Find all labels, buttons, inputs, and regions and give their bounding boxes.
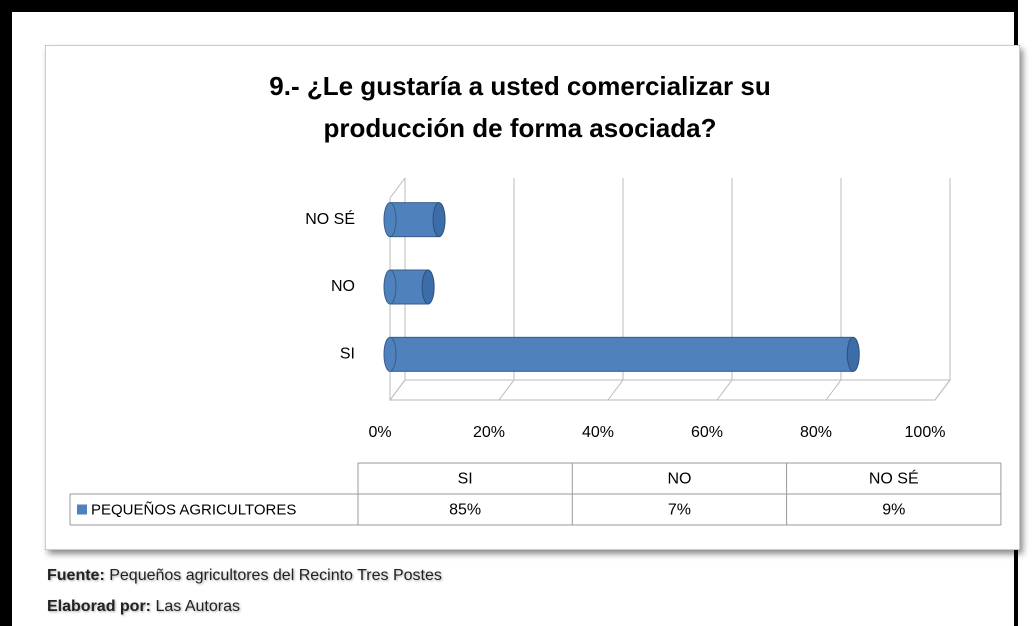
bar-cap <box>421 269 435 305</box>
table-value: 9% <box>882 502 905 519</box>
table-value: 7% <box>668 502 691 519</box>
bar-start <box>383 336 397 372</box>
legend-label: PEQUEÑOS AGRICULTORES <box>91 501 296 518</box>
grid-line <box>716 178 733 401</box>
author: Elaborad por: Las Autoras <box>47 598 240 616</box>
grid-line <box>607 178 624 401</box>
grid-line <box>825 178 842 401</box>
bar-cap <box>846 336 860 372</box>
source-text: Pequeños agricultores del Recinto Tres P… <box>109 567 442 584</box>
x-tick-label: 100% <box>905 424 946 441</box>
source-label: Fuente: <box>47 567 105 584</box>
author-text: Las Autoras <box>155 598 240 615</box>
y-tick-label: NO SÉ <box>305 209 355 228</box>
source: Fuente: Pequeños agricultores del Recint… <box>47 567 442 585</box>
y-tick-label: NO <box>331 278 355 295</box>
table-header: SI <box>458 471 473 488</box>
grid-line <box>498 178 515 401</box>
x-tick-label: 40% <box>582 424 614 441</box>
x-tick-label: 60% <box>691 424 723 441</box>
table-value: 85% <box>449 502 481 519</box>
table-header: NO SÉ <box>869 469 919 488</box>
x-tick-label: 80% <box>800 424 832 441</box>
bar-cap <box>432 202 446 238</box>
bar-start <box>383 202 397 238</box>
x-tick-label: 20% <box>473 424 505 441</box>
grid-line <box>389 178 406 401</box>
bar <box>389 336 854 372</box>
bar-start <box>383 269 397 305</box>
y-tick-label: SI <box>340 346 355 363</box>
x-tick-label: 0% <box>368 424 391 441</box>
chart-title: 9.- ¿Le gustaría a usted comercializar s… <box>269 71 770 143</box>
grid-line <box>934 178 951 401</box>
table-header: NO <box>667 471 691 488</box>
bar <box>389 202 440 238</box>
chart: 9.- ¿Le gustaría a usted comercializar s… <box>45 45 1020 550</box>
chart-area <box>45 45 1020 550</box>
legend-swatch <box>77 504 87 515</box>
author-label: Elaborad por: <box>47 598 152 615</box>
